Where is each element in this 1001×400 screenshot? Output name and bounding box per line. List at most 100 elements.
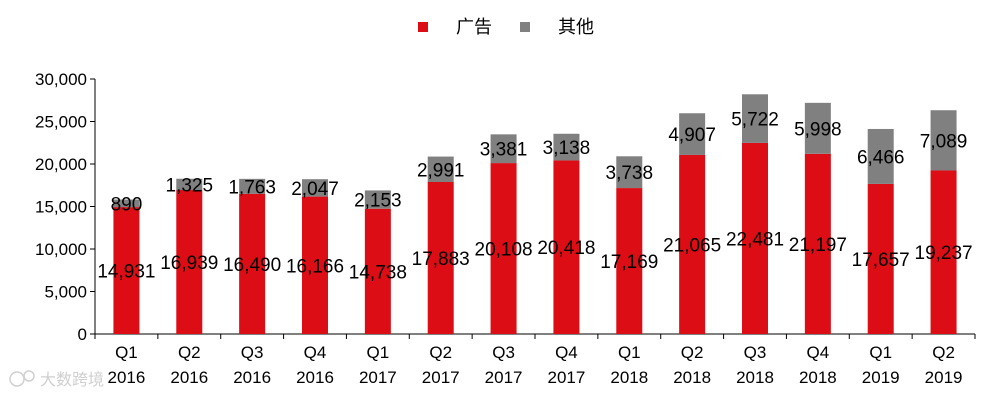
y-tick-label: 0: [78, 325, 87, 344]
x-tick-label-year: 2018: [610, 368, 648, 387]
x-axis: Q1 2016 Q2 2016 Q3 2016 Q4 2016 Q1 2017 Q2 2017 Q3 20…: [94, 333, 976, 387]
data-label-other-12: 5,998: [794, 119, 842, 140]
bar-other-14: [930, 110, 957, 171]
y-axis: 0 5,000 10,000 15,000 20,000 25,000 30,000: [35, 70, 96, 344]
bar-other-8: [553, 133, 580, 161]
bar-ad-5: [364, 208, 391, 334]
data-label-ad-13: 17,657: [852, 250, 910, 271]
legend-swatch-2: [520, 22, 530, 32]
x-tick-label-year: 2016: [170, 368, 208, 387]
data-label-ad-11: 22,481: [726, 229, 784, 250]
x-tick-label-year: 2016: [296, 368, 334, 387]
data-label-ad-1: 14,931: [97, 262, 155, 283]
data-label-ad-3: 16,490: [223, 255, 281, 276]
data-label-ad-2: 16,939: [160, 253, 218, 274]
x-tick-label-quarter: Q2: [178, 343, 201, 362]
x-tick-label-year: 2017: [485, 368, 523, 387]
x-tick-label-quarter: Q2: [429, 343, 452, 362]
bar-other-7: [490, 134, 517, 164]
bar-ad-2: [176, 190, 203, 334]
data-label-other-11: 5,722: [731, 110, 779, 131]
bar-ad-12: [804, 153, 831, 334]
bars: [113, 94, 957, 334]
x-tick-label-year: 2017: [548, 368, 586, 387]
bar-other-1: [113, 199, 140, 208]
x-tick-label-quarter: Q4: [555, 343, 578, 362]
x-tick-label-quarter: Q1: [618, 343, 641, 362]
bar-ad-14: [930, 170, 957, 334]
bar-other-4: [302, 179, 328, 197]
data-label-ad-9: 17,169: [600, 252, 658, 273]
data-label-ad-12: 21,197: [789, 235, 847, 256]
x-tick-label-quarter: Q1: [367, 343, 390, 362]
watermark-logo-icon: [9, 371, 25, 387]
data-label-other-7: 3,381: [480, 140, 528, 161]
data-labels: 14,931 890 16,939 1,325 16,490 1,763 16,166 2,0…: [97, 110, 972, 284]
x-tick-label-year: 2018: [799, 368, 837, 387]
bar-other-3: [239, 178, 266, 194]
bar-ad-10: [679, 154, 706, 334]
bar-ad-8: [553, 160, 580, 334]
y-tick-label: 15,000: [35, 198, 87, 217]
legend-label-1: 广告: [456, 17, 492, 38]
data-label-ad-10: 21,065: [663, 235, 721, 256]
data-label-ad-14: 19,237: [915, 243, 973, 264]
data-label-other-10: 4,907: [668, 125, 716, 146]
bar-ad-9: [616, 188, 643, 334]
x-tick-label-quarter: Q4: [304, 343, 327, 362]
x-tick-label-year: 2017: [359, 368, 397, 387]
x-tick-label-quarter: Q4: [807, 343, 830, 362]
y-tick-label: 10,000: [35, 240, 87, 259]
bar-other-11: [742, 94, 768, 143]
legend-swatch-1: [418, 22, 428, 32]
x-tick-label-year: 2016: [233, 368, 271, 387]
x-tick-label-quarter: Q3: [744, 343, 767, 362]
data-label-ad-7: 20,108: [475, 240, 533, 261]
data-label-other-8: 3,138: [543, 138, 591, 159]
bar-other-12: [804, 102, 831, 154]
x-tick-label-quarter: Q1: [869, 343, 892, 362]
data-label-other-5: 2,153: [354, 191, 402, 212]
data-label-other-4: 2,047: [291, 179, 339, 200]
data-label-other-6: 2,991: [417, 160, 465, 181]
data-label-ad-4: 16,166: [286, 256, 344, 277]
watermark-logo-icon-2: [23, 370, 35, 382]
x-tick-label-quarter: Q3: [241, 343, 264, 362]
data-label-ad-6: 17,883: [412, 249, 470, 270]
bar-other-6: [427, 156, 454, 182]
watermark-text: 大数跨境: [40, 370, 104, 389]
x-tick-label-year: 2018: [736, 368, 774, 387]
y-tick-label: 5,000: [44, 283, 87, 302]
bar-other-2: [176, 178, 203, 191]
x-tick-label-year: 2018: [673, 368, 711, 387]
bar-ad-1: [113, 207, 140, 334]
bar-ad-13: [867, 183, 894, 334]
y-tick-label: 20,000: [35, 155, 87, 174]
bar-ad-3: [239, 193, 266, 334]
bar-other-9: [616, 156, 643, 189]
bar-ad-11: [742, 142, 768, 334]
y-tick-label: 30,000: [35, 70, 87, 89]
x-tick-label-year: 2019: [862, 368, 900, 387]
data-label-other-1: 890: [111, 194, 143, 215]
bar-ad-7: [490, 163, 517, 334]
legend: 广告 其他: [418, 17, 594, 38]
bar-ad-6: [427, 181, 454, 334]
data-label-ad-5: 14,738: [349, 262, 407, 283]
data-label-other-14: 7,089: [920, 131, 968, 152]
bar-other-10: [679, 113, 706, 155]
x-tick-label-year: 2019: [925, 368, 963, 387]
bar-ad-4: [302, 196, 328, 334]
x-tick-label-quarter: Q3: [492, 343, 515, 362]
data-label-other-9: 3,738: [606, 163, 654, 184]
bar-other-5: [364, 190, 391, 209]
x-tick-label-quarter: Q2: [681, 343, 704, 362]
data-label-other-3: 1,763: [228, 177, 276, 198]
data-label-other-2: 1,325: [166, 175, 214, 196]
x-tick-label-year: 2017: [422, 368, 460, 387]
x-tick-label-quarter: Q2: [932, 343, 955, 362]
x-tick-label-quarter: Q1: [115, 343, 138, 362]
bar-other-13: [867, 128, 894, 184]
watermark: 大数跨境: [9, 370, 104, 389]
